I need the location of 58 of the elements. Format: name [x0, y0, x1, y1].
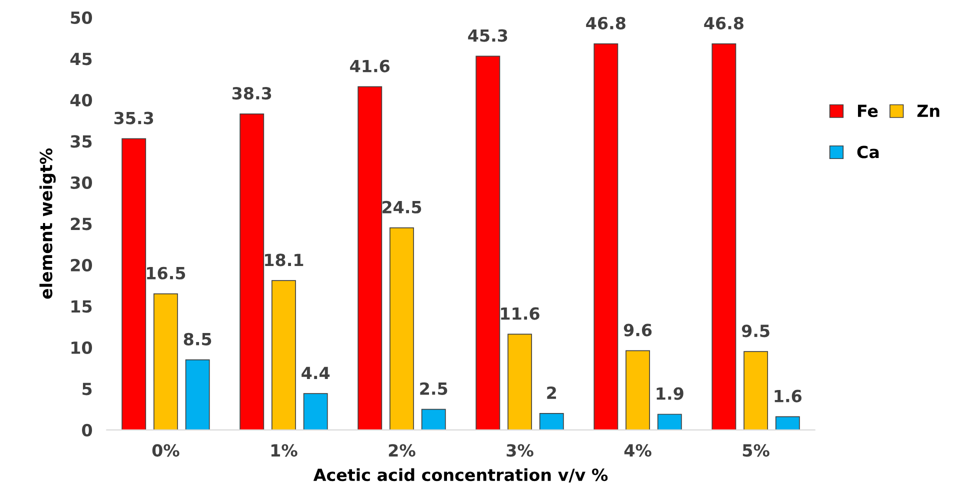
bar	[508, 334, 532, 430]
y-tick-label: 5	[82, 382, 92, 396]
y-tick-label: 50	[70, 11, 92, 24]
x-tick-label: 2%	[388, 444, 416, 457]
data-label: 1.9	[656, 387, 684, 400]
data-label: 4.4	[302, 366, 330, 380]
bar	[185, 359, 210, 430]
data-label: 8.5	[184, 332, 212, 346]
data-label: 35.3	[114, 112, 154, 124]
bar	[744, 351, 768, 430]
y-tick-label: 10	[72, 341, 92, 354]
data-label: 45.3	[468, 29, 508, 42]
bar	[240, 114, 264, 430]
y-tick-label: 45	[70, 52, 92, 66]
bar	[626, 350, 650, 430]
data-label: 9.6	[624, 324, 652, 336]
bar	[421, 408, 446, 430]
bar	[303, 393, 328, 430]
data-label: 41.6	[350, 60, 390, 72]
y-tick-label: 30	[70, 176, 92, 189]
data-label: 16.5	[147, 266, 186, 280]
data-label: 24.5	[382, 200, 422, 214]
bar	[775, 416, 800, 430]
bar	[390, 227, 414, 430]
bar	[272, 280, 296, 430]
data-label: 46.8	[704, 16, 744, 30]
bar	[153, 293, 178, 430]
bar	[657, 414, 682, 430]
x-axis-title: Acetic acid concentration v/v %	[313, 468, 608, 482]
data-label: 9.5	[742, 324, 770, 338]
data-label: 1.6	[774, 390, 802, 402]
data-label: 2.5	[420, 382, 448, 395]
x-tick-label: 4%	[624, 444, 652, 457]
x-tick-label: 5%	[742, 444, 770, 457]
legend-label: Fe	[858, 104, 878, 118]
legend-label: Zn	[917, 104, 940, 117]
bar	[122, 138, 146, 430]
y-tick-label: 20	[70, 258, 92, 272]
y-tick-label: 0	[82, 424, 92, 436]
y-axis-title: element weigt%	[39, 148, 56, 299]
y-tick-label: 40	[70, 94, 92, 106]
bar	[539, 412, 564, 430]
bar	[476, 56, 500, 430]
data-label: 46.8	[586, 16, 626, 30]
data-label: 18.1	[265, 254, 304, 266]
data-label: 2	[547, 386, 556, 399]
data-label: 38.3	[232, 86, 272, 100]
x-tick-label: 3%	[506, 444, 534, 457]
bar	[712, 43, 736, 430]
y-tick-label: 35	[70, 135, 92, 148]
y-tick-label: 25	[70, 218, 92, 230]
bar	[594, 43, 618, 430]
x-tick-label: 1%	[271, 444, 298, 457]
x-tick-label: 0%	[152, 444, 180, 457]
bar	[358, 86, 382, 430]
y-tick-label: 15	[72, 300, 92, 313]
legend-label: Ca	[857, 146, 879, 158]
data-label: 11.6	[501, 307, 540, 320]
